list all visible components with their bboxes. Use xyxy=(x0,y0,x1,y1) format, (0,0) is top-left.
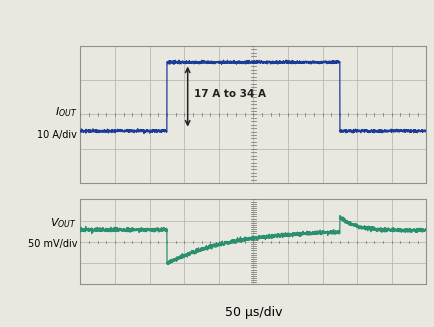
Text: 50 mV/div: 50 mV/div xyxy=(27,239,77,249)
Text: $V_{OUT}$: $V_{OUT}$ xyxy=(50,216,77,230)
Text: 50 μs/div: 50 μs/div xyxy=(224,306,282,319)
Text: $I_{OUT}$: $I_{OUT}$ xyxy=(55,105,77,119)
Text: 17 A to 34 A: 17 A to 34 A xyxy=(194,89,265,99)
Text: 10 A/div: 10 A/div xyxy=(37,130,77,140)
